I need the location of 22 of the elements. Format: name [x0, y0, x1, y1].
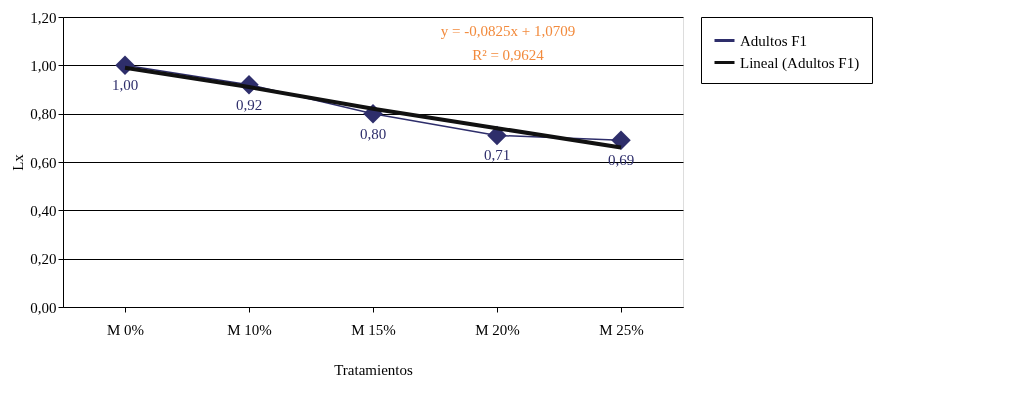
y-tick-label: 0,80 [30, 106, 57, 123]
y-tick-label: 0,20 [30, 251, 57, 268]
y-tick-label: 1,20 [30, 9, 57, 26]
x-tick-label: M 15% [351, 321, 396, 338]
y-tick-label: 0,40 [30, 202, 57, 219]
data-label: 1,00 [111, 77, 139, 94]
x-tick-label: M 20% [475, 321, 520, 338]
y-tick-label: 1,00 [30, 57, 57, 74]
data-label: 0,71 [483, 147, 511, 164]
x-axis-title: Tratamientos [334, 361, 413, 378]
x-tick-label: M 25% [599, 321, 644, 338]
legend-label: Adultos F1 [740, 32, 808, 49]
x-tick-label: M 0% [106, 321, 145, 338]
annotation: y = -0,0825x + 1,0709 [440, 23, 576, 39]
x-tick-label: M 10% [227, 321, 272, 338]
y-axis-title: Lx [10, 153, 27, 171]
annotation: R² = 0,9624 [472, 47, 545, 63]
y-tick-label: 0,00 [30, 299, 57, 316]
legend-label: Lineal (Adultos F1) [740, 54, 860, 72]
data-label: 0,92 [235, 96, 263, 113]
data-label: 0,80 [359, 125, 387, 142]
y-tick-label: 0,60 [30, 154, 57, 171]
